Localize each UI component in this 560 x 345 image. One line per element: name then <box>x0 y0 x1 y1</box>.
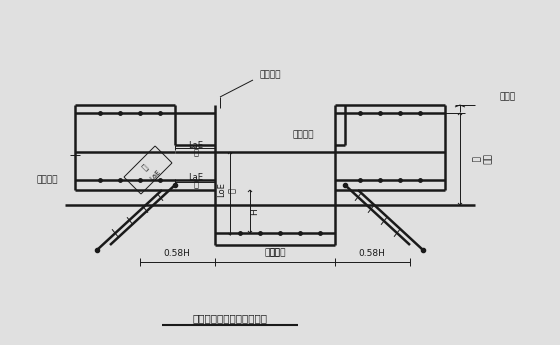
Text: 承台下筋: 承台下筋 <box>36 176 58 185</box>
Text: 0.58H: 0.58H <box>358 248 385 257</box>
Text: 0.58H: 0.58H <box>164 248 190 257</box>
Text: 承台下筋: 承台下筋 <box>264 248 286 257</box>
Text: LoE: LoE <box>217 183 226 197</box>
Text: LaE: LaE <box>148 168 161 181</box>
Text: 基础顶: 基础顶 <box>500 92 516 101</box>
Text: 胡: 胡 <box>194 180 198 189</box>
Text: LaE: LaE <box>189 140 203 149</box>
Text: 承台中井坑配筋示意（一）: 承台中井坑配筋示意（一） <box>193 313 268 323</box>
Text: 桩: 桩 <box>140 162 150 172</box>
Text: 工作
面: 工作 面 <box>470 154 489 164</box>
Text: 胡: 胡 <box>194 148 198 158</box>
Text: LaE: LaE <box>189 172 203 181</box>
Text: 承台上筋: 承台上筋 <box>293 130 315 139</box>
Text: H: H <box>250 209 259 215</box>
Text: 承台上筋: 承台上筋 <box>259 70 281 79</box>
Text: 井宽: 井宽 <box>269 248 281 257</box>
Text: 竖: 竖 <box>227 187 236 193</box>
